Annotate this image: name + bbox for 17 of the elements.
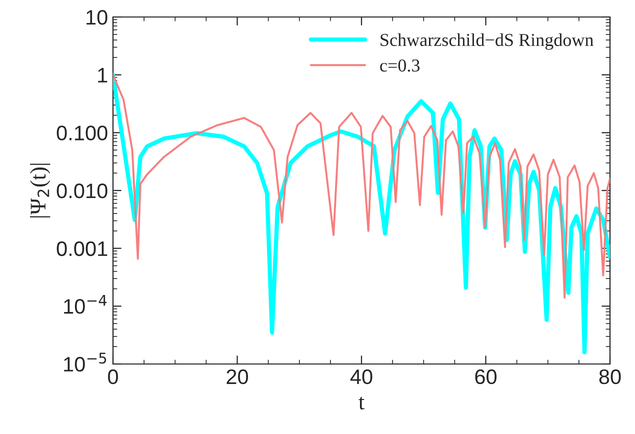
legend-label: Schwarzschild−dS Ringdown <box>380 33 594 50</box>
y-tick-label: 10$^{−4}$ <box>64 294 107 314</box>
y-tick-label: 0.010 <box>56 184 108 198</box>
line-series <box>113 74 610 299</box>
y-tick-label: 0.001 <box>56 241 108 256</box>
x-tick-label: 20 <box>226 369 248 384</box>
y-tick-label: 10$^{−5}$ <box>64 352 106 372</box>
y-tick-label: 0.100 <box>56 126 108 140</box>
x-tick-label: 40 <box>350 369 372 384</box>
y-tick-label: 10 <box>86 10 108 25</box>
y-tick-label: 1 <box>98 68 108 82</box>
y-axis-title: |Ψ$_{2}$(t)| <box>30 164 50 218</box>
x-axis-title: t <box>358 396 364 410</box>
x-tick-label: 0 <box>108 369 118 384</box>
legend-label: c=0.3 <box>380 59 420 72</box>
x-tick-label: 80 <box>599 369 621 384</box>
x-tick-label: 60 <box>475 369 497 384</box>
